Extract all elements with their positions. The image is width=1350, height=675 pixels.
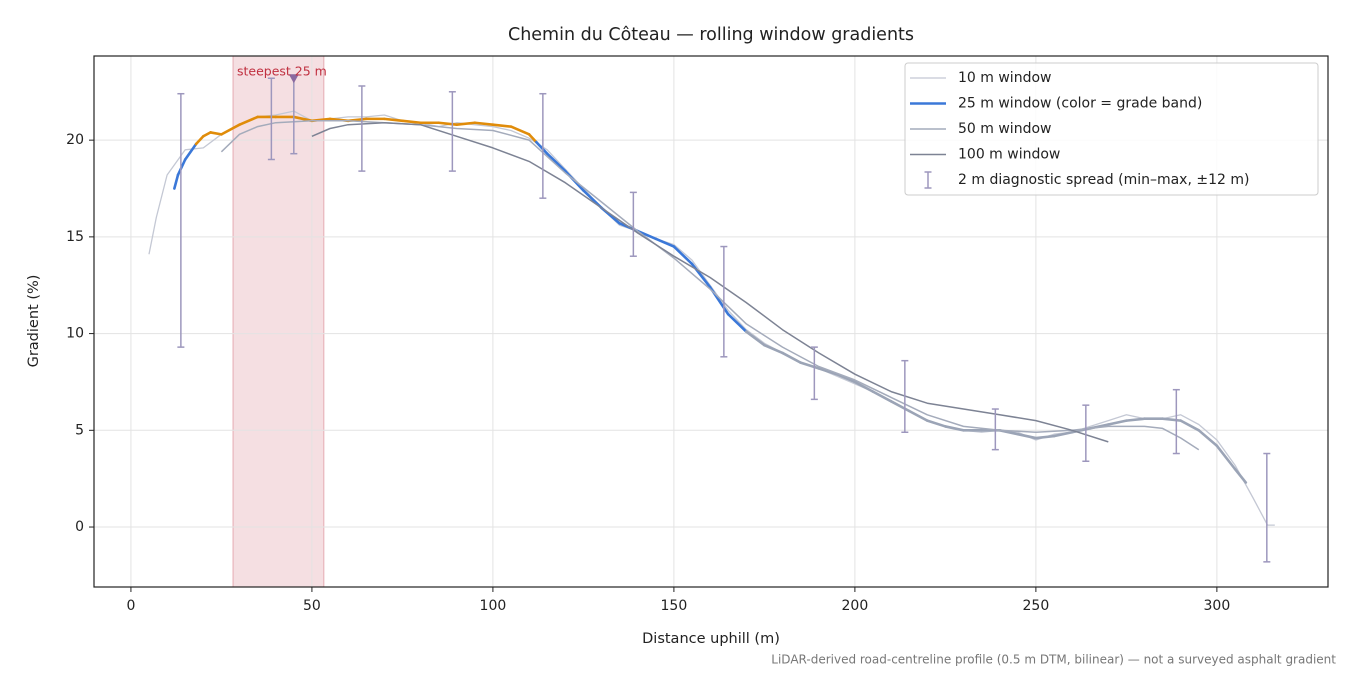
line-segment <box>672 245 694 266</box>
line-segment <box>292 115 314 123</box>
line-segment <box>1161 417 1182 422</box>
line-segment <box>220 123 241 136</box>
line-segment <box>726 312 748 333</box>
x-tick-label: 300 <box>1204 598 1231 614</box>
line-segment <box>853 380 875 393</box>
footnote: LiDAR-derived road-centreline profile (0… <box>771 653 1336 667</box>
highlight-label: steepest 25 m <box>237 64 327 79</box>
x-tick-label: 0 <box>126 598 135 614</box>
y-axis-label: Gradient (%) <box>26 275 42 368</box>
line-segment <box>1197 429 1219 448</box>
y-tick-label: 5 <box>75 422 84 438</box>
y-tick-label: 15 <box>66 229 84 245</box>
line-segment <box>1179 419 1201 432</box>
line-segment <box>817 367 839 376</box>
line-segment <box>871 390 893 403</box>
legend: 10 m window 25 m window (color = grade ba… <box>904 62 1319 196</box>
legend-box <box>904 62 1319 196</box>
legend-label: 10 m window <box>958 70 1051 86</box>
line-segment <box>194 134 205 146</box>
y-tick-label: 20 <box>66 132 84 148</box>
line-segment <box>1106 419 1128 426</box>
y-tick-label: 10 <box>66 326 84 342</box>
line-segment <box>925 419 947 428</box>
x-axis-label: Distance uphill (m) <box>642 631 780 647</box>
x-tick-label: 250 <box>1023 598 1050 614</box>
line-segment <box>209 131 223 136</box>
line-segment <box>509 125 531 136</box>
line-segment <box>383 117 404 123</box>
legend-label: 2 m diagnostic spread (min–max, ±12 m) <box>958 172 1249 188</box>
line-segment <box>401 119 422 125</box>
x-tick-label: 100 <box>480 598 507 614</box>
line-segment <box>1052 430 1074 438</box>
line-segment <box>535 140 549 155</box>
line-segment <box>744 330 766 347</box>
line-segment <box>944 425 965 432</box>
x-tick-label: 50 <box>303 598 321 614</box>
line-segment <box>455 121 477 126</box>
line-segment <box>1215 444 1237 471</box>
line-segment <box>1016 432 1038 440</box>
line-segment <box>437 121 459 126</box>
line-segment <box>183 142 198 161</box>
line-segment <box>835 372 857 384</box>
line-segment <box>238 115 259 126</box>
x-tick-label: 200 <box>842 598 869 614</box>
line-segment <box>1233 467 1248 484</box>
line-segment <box>1034 434 1056 440</box>
legend-label: 25 m window (color = grade band) <box>958 96 1202 112</box>
line-segment <box>173 173 180 190</box>
line-segment <box>636 229 658 241</box>
x-tick-label: 150 <box>661 598 688 614</box>
line-segment <box>1125 417 1146 422</box>
legend-label: 50 m window <box>958 121 1051 137</box>
line-segment <box>545 152 567 173</box>
line-segment <box>799 361 820 370</box>
line-segment <box>763 343 784 355</box>
chart-title: Chemin du Côteau — rolling window gradie… <box>508 25 914 45</box>
line-segment <box>654 237 676 248</box>
line-segment <box>473 121 495 126</box>
plot-frame <box>93 55 1329 588</box>
series-line <box>311 121 1109 443</box>
line-segment <box>202 131 212 138</box>
highlight-region <box>232 55 325 588</box>
line-segment <box>491 123 513 128</box>
line-segment <box>527 133 538 144</box>
steepest-marker <box>288 74 299 84</box>
line-segment <box>781 351 802 364</box>
line-segment <box>907 409 929 422</box>
legend-label: 100 m window <box>958 147 1060 163</box>
line-segment <box>889 399 911 413</box>
y-tick-label: 0 <box>75 519 84 535</box>
